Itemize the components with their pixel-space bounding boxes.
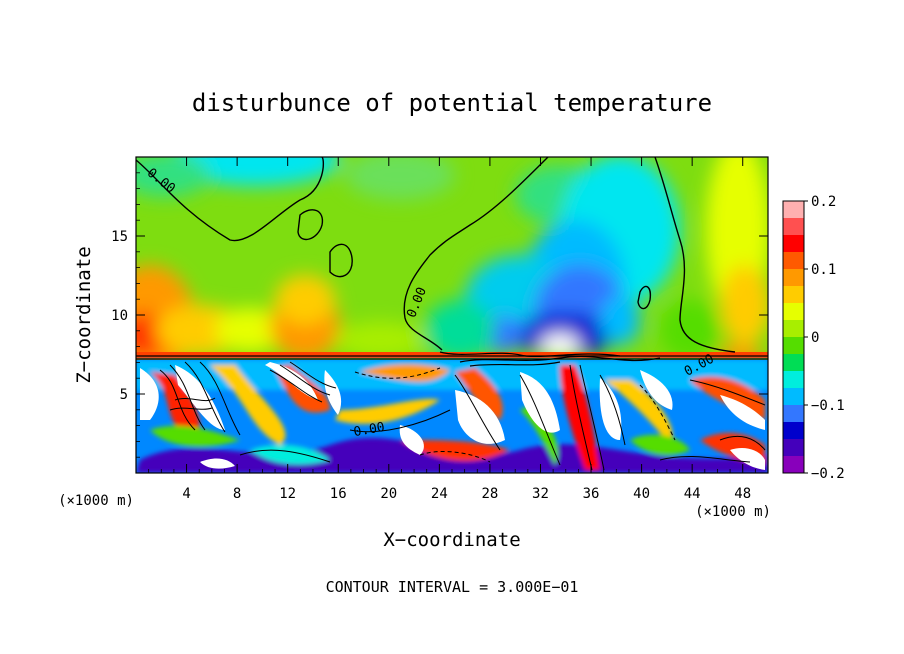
colorbar-tick-label: 0.2	[811, 194, 836, 210]
contour-lines-interface	[136, 351, 768, 367]
y-tick-label: 10	[111, 308, 128, 324]
x-unit-left: (×1000 m)	[58, 493, 134, 509]
contour-lines-lower	[159, 361, 766, 471]
lower-field	[136, 360, 768, 473]
colorbar	[782, 200, 805, 474]
lower-white-patches	[140, 362, 765, 470]
colorbar-swatch	[783, 201, 804, 219]
x-tick-label: 20	[380, 486, 397, 502]
contour-label: 0.00	[353, 420, 386, 440]
y-tick-label: 15	[111, 229, 128, 245]
y-axis-label: Z−coordinate	[73, 246, 95, 383]
colorbar-swatch	[783, 371, 804, 389]
x-tick-label: 32	[532, 486, 549, 502]
x-tick-label: 48	[734, 486, 751, 502]
colorbar-swatch	[783, 439, 804, 457]
colorbar-swatch	[783, 456, 804, 474]
colorbar-tick-label: 0.1	[811, 262, 836, 278]
upper-field	[136, 157, 768, 375]
colorbar-swatch	[783, 286, 804, 304]
chart-title: disturbunce of potential temperature	[192, 89, 712, 117]
y-tick-label: 5	[120, 387, 128, 403]
field-plot-area	[136, 157, 768, 473]
contour-lines-upper	[136, 157, 736, 353]
colorbar-swatch	[783, 320, 804, 338]
colorbar-swatch	[783, 218, 804, 236]
colorbar-tick-label: −0.2	[811, 466, 845, 482]
x-unit-right: (×1000 m)	[695, 504, 771, 520]
x-axis-label: X−coordinate	[383, 529, 520, 551]
x-axis: 4 8 12 16 20 24 28 32 36 40 44 48	[148, 157, 756, 502]
colorbar-ticks: 0.2 0.1 0 −0.1 −0.2	[804, 194, 845, 482]
colorbar-swatch	[783, 235, 804, 253]
x-tick-label: 24	[431, 486, 448, 502]
colorbar-swatch	[783, 422, 804, 440]
colorbar-swatch	[783, 269, 804, 287]
contour-interval-note: CONTOUR INTERVAL = 3.000E−01	[326, 578, 579, 596]
x-tick-label: 40	[633, 486, 650, 502]
x-tick-label: 36	[583, 486, 600, 502]
colorbar-swatch	[783, 405, 804, 423]
x-tick-label: 16	[330, 486, 347, 502]
x-tick-label: 8	[233, 486, 241, 502]
colorbar-swatch	[783, 354, 804, 372]
x-tick-label: 44	[684, 486, 701, 502]
x-tick-label: 4	[182, 486, 190, 502]
colorbar-swatch	[783, 303, 804, 321]
colorbar-swatch	[783, 388, 804, 406]
y-axis: 5 10 15	[111, 172, 768, 458]
colorbar-tick-label: −0.1	[811, 398, 845, 414]
colorbar-swatch	[783, 337, 804, 355]
x-tick-label: 28	[481, 486, 498, 502]
colorbar-tick-label: 0	[811, 330, 819, 346]
colorbar-swatch	[783, 252, 804, 270]
x-tick-label: 12	[279, 486, 296, 502]
